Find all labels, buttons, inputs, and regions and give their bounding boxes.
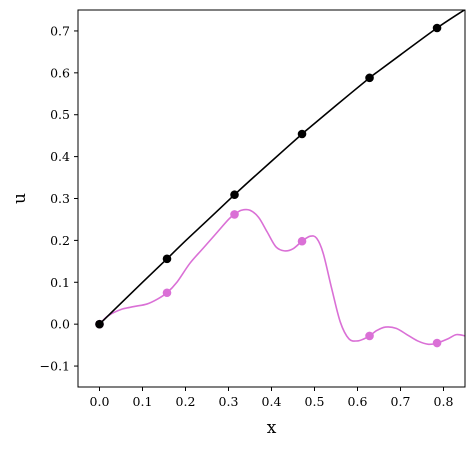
series-2-line xyxy=(98,208,465,346)
x-tick-label: 0.6 xyxy=(348,394,368,409)
x-tick-label: 0.7 xyxy=(391,394,411,409)
x-tick-label: 0.3 xyxy=(219,394,239,409)
y-tick-label: 0.2 xyxy=(50,233,70,248)
x-tick-label: 0.5 xyxy=(305,394,325,409)
y-tick-label: 0.1 xyxy=(50,275,70,290)
y-tick-label: 0.3 xyxy=(50,191,70,206)
x-tick-label: 0.4 xyxy=(262,394,282,409)
series-1-point xyxy=(365,73,374,83)
x-axis-label: x xyxy=(267,418,277,438)
x-tick-label: 0.0 xyxy=(90,394,110,409)
y-tick-label: 0.4 xyxy=(50,149,70,164)
y-tick-label: 0.7 xyxy=(50,23,70,38)
x-tick-label: 0.1 xyxy=(133,394,153,409)
y-tick-label: 0.6 xyxy=(50,65,70,80)
y-tick-label: −0.1 xyxy=(40,359,70,374)
x-tick-label: 0.8 xyxy=(434,394,454,409)
series-1-point xyxy=(297,129,307,139)
series-1-point xyxy=(162,254,172,264)
series-2-point xyxy=(297,236,307,246)
series-2-point xyxy=(365,331,374,341)
y-tick-label: 0.5 xyxy=(50,107,70,122)
plot-area xyxy=(95,10,465,348)
series-1-point xyxy=(95,319,104,329)
series-2-point xyxy=(162,288,172,298)
x-tick-label: 0.2 xyxy=(176,394,196,409)
y-axis-label: u xyxy=(10,193,30,204)
series-1-point xyxy=(230,190,239,200)
series-2-point xyxy=(432,338,442,348)
ticks: 0.0 0.1 0.2 0.3 0.4 0.5 0.6 0.7 0.8 −0.1 0.0 0.1 0.2… xyxy=(40,23,454,409)
axes-frame xyxy=(77,9,466,388)
series-1-line xyxy=(98,10,465,325)
series-1-point xyxy=(432,23,442,33)
series-2-point xyxy=(230,210,239,219)
y-tick-label: 0.0 xyxy=(50,317,70,332)
